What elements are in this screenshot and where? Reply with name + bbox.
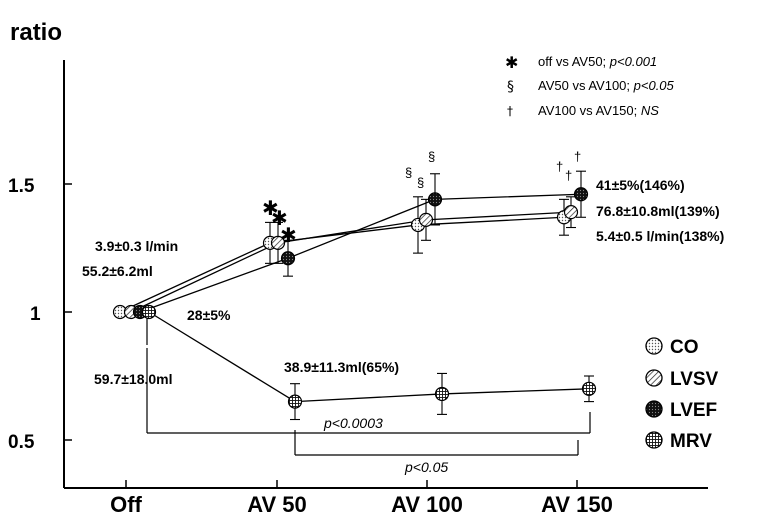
legend-lvsv-label: LVSV	[670, 369, 719, 390]
legend-dagger-text: AV100 vs AV150; NS	[538, 103, 659, 118]
legend-co-marker	[645, 337, 663, 355]
annotation-lvsv-base: 55.2±6.2ml	[82, 263, 153, 279]
y-tick-label-1.5: 1.5	[8, 176, 35, 197]
x-tick-label-off: Off	[110, 492, 142, 515]
asterisk-marker-co-av50: ✱	[262, 196, 279, 220]
series-legend: CO LVSV LVEF MRV	[645, 337, 719, 452]
asterisk-marker-lvsv-av50: ✱	[271, 206, 288, 230]
y-axis-label: ratio	[10, 19, 62, 46]
legend-dagger-pvalue: NS	[641, 103, 659, 118]
series-line-lvef	[139, 193, 582, 313]
bracket-off-av150: p<0.0003	[146, 348, 591, 434]
legend-section-label: AV50 vs AV100;	[538, 78, 634, 93]
point-mrv-0	[141, 304, 157, 320]
annotation-mrv-base: 59.7±18.0ml	[94, 371, 173, 387]
dagger-marker-co-av150: †	[556, 159, 563, 174]
point-lvef-3	[573, 187, 589, 202]
legend-asterisk-text: off vs AV50; p<0.001	[538, 54, 657, 69]
legend-lvsv-marker	[645, 369, 663, 387]
point-lvsv-1	[270, 235, 286, 250]
x-tick-label-av150: AV 150	[541, 492, 613, 515]
legend-section-text: AV50 vs AV100; p<0.05	[538, 78, 675, 93]
legend-asterisk-symbol: ✱	[505, 53, 518, 72]
annotation-co-av150: 5.4±0.5 l/min(138%)	[596, 228, 724, 244]
x-tick-label-av50: AV 50	[247, 492, 307, 515]
point-lvsv-3	[563, 205, 579, 220]
y-tick-label-0.5: 0.5	[8, 432, 35, 453]
legend-asterisk-pvalue: p<0.001	[609, 54, 657, 69]
y-tick-label-1: 1	[30, 304, 41, 325]
legend-lvef-label: LVEF	[670, 400, 717, 421]
dagger-marker-lvef-av150: †	[574, 149, 581, 164]
annotation-co-base: 3.9±0.3 l/min	[95, 238, 178, 254]
series-layer	[112, 170, 597, 421]
series-line-lvsv	[130, 211, 572, 313]
section-marker-lvsv-av100: §	[417, 175, 424, 190]
bracket-av50-av150: p<0.05	[294, 430, 579, 475]
legend-dagger-symbol: †	[507, 104, 513, 118]
point-mrv-2	[434, 386, 450, 402]
x-tick-label-av100: AV 100	[391, 492, 463, 515]
point-mrv-3	[581, 381, 597, 396]
asterisk-marker-lvef-av50: ✱	[280, 223, 297, 247]
series-line-co	[119, 216, 565, 313]
significance-legend: ✱ off vs AV50; p<0.001 § AV50 vs AV100; …	[505, 53, 675, 118]
point-lvef-2	[427, 192, 443, 207]
annotation-lvef-base: 28±5%	[187, 307, 231, 323]
legend-asterisk-label: off vs AV50;	[538, 54, 610, 69]
dagger-marker-lvsv-av150: †	[565, 168, 572, 183]
legend-section-pvalue: p<0.05	[633, 78, 675, 93]
section-marker-lvef-av100: §	[428, 149, 435, 164]
annotation-lvsv-av150: 76.8±10.8ml(139%)	[596, 203, 720, 219]
bracket-off-av150-label: p<0.0003	[323, 415, 383, 431]
legend-lvef-marker	[645, 400, 663, 418]
legend-mrv-label: MRV	[670, 431, 712, 452]
legend-co-label: CO	[670, 337, 699, 358]
series-line-mrv	[148, 311, 590, 403]
point-lvef-1	[280, 251, 296, 266]
bracket-av50-av150-label: p<0.05	[404, 459, 448, 475]
annotation-mrv-av50: 38.9±11.3ml(65%)	[284, 359, 399, 375]
point-lvsv-2	[418, 212, 434, 227]
legend-dagger-label: AV100 vs AV150;	[538, 103, 641, 118]
point-mrv-1	[287, 394, 303, 409]
legend-section-symbol: §	[507, 79, 514, 95]
legend-mrv-marker	[645, 431, 663, 449]
section-marker-co-av100: §	[405, 165, 412, 180]
annotation-lvef-av150: 41±5%(146%)	[596, 177, 685, 193]
